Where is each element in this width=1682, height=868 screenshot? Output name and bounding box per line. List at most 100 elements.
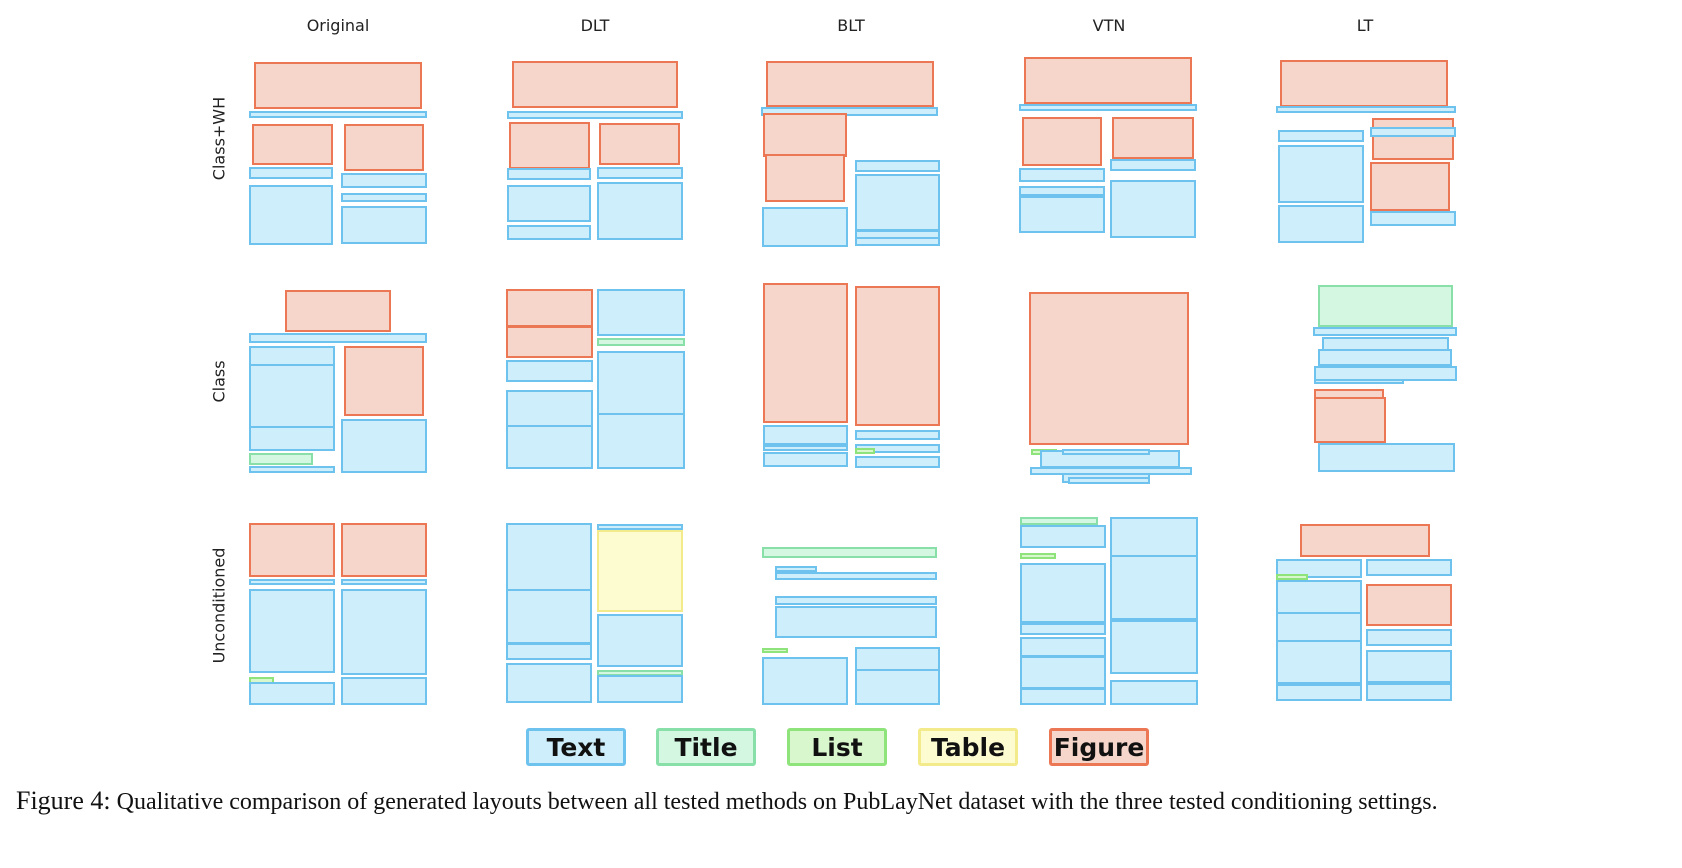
figure-box bbox=[249, 523, 335, 577]
text-box bbox=[1366, 559, 1452, 576]
text-box bbox=[341, 589, 427, 675]
figure-box bbox=[763, 283, 848, 423]
legend-text: Text bbox=[526, 728, 626, 766]
text-box bbox=[1019, 196, 1105, 233]
text-box bbox=[1020, 563, 1106, 623]
text-box bbox=[1318, 443, 1455, 472]
text-box bbox=[506, 425, 593, 469]
figure-box bbox=[765, 154, 845, 202]
text-box bbox=[1110, 517, 1198, 557]
text-box bbox=[506, 643, 592, 660]
text-box bbox=[762, 657, 848, 705]
text-box bbox=[1366, 629, 1452, 646]
text-box bbox=[1019, 186, 1105, 196]
text-box bbox=[1278, 145, 1364, 203]
text-box bbox=[1318, 349, 1452, 366]
figure-box bbox=[1314, 397, 1386, 443]
text-box bbox=[855, 237, 940, 246]
text-box bbox=[1068, 477, 1150, 484]
figure-box bbox=[855, 286, 940, 426]
title-box bbox=[1318, 285, 1453, 327]
text-box bbox=[506, 523, 592, 591]
text-box bbox=[507, 225, 591, 240]
text-box bbox=[1276, 640, 1362, 684]
figure-box bbox=[254, 62, 422, 109]
text-box bbox=[506, 589, 592, 644]
figure-box bbox=[344, 124, 424, 171]
text-box bbox=[597, 182, 683, 240]
text-box bbox=[341, 193, 427, 202]
column-title-blt: BLT bbox=[837, 16, 865, 35]
figure-caption: Figure 4: Qualitative comparison of gene… bbox=[16, 784, 1676, 819]
list-box bbox=[1020, 553, 1056, 559]
text-box bbox=[249, 111, 427, 118]
text-box bbox=[597, 614, 683, 667]
text-box bbox=[249, 426, 335, 451]
text-box bbox=[341, 579, 427, 585]
text-box bbox=[1370, 211, 1456, 226]
text-box bbox=[1366, 683, 1452, 701]
text-box bbox=[506, 390, 593, 428]
legend-list: List bbox=[787, 728, 887, 766]
text-box bbox=[855, 430, 940, 440]
text-box bbox=[1278, 205, 1364, 243]
table-box bbox=[597, 530, 683, 612]
text-box bbox=[249, 466, 335, 473]
text-box bbox=[1314, 379, 1404, 384]
text-box bbox=[507, 185, 591, 222]
text-box bbox=[855, 456, 940, 468]
text-box bbox=[1019, 104, 1197, 111]
figure-box bbox=[341, 523, 427, 577]
text-box bbox=[1020, 623, 1106, 635]
figure-box bbox=[285, 290, 391, 332]
text-box bbox=[249, 346, 335, 366]
text-box bbox=[1020, 525, 1106, 548]
text-box bbox=[1370, 127, 1456, 137]
text-box bbox=[855, 160, 940, 172]
text-box bbox=[341, 206, 427, 244]
list-box bbox=[1276, 574, 1308, 580]
text-box bbox=[775, 606, 937, 638]
text-box bbox=[1278, 130, 1364, 142]
title-box bbox=[597, 338, 685, 346]
text-box bbox=[761, 107, 938, 116]
text-box bbox=[341, 173, 427, 188]
text-box bbox=[775, 596, 937, 605]
text-box bbox=[775, 566, 817, 572]
text-box bbox=[1110, 159, 1196, 171]
text-box bbox=[1110, 555, 1198, 620]
text-box bbox=[507, 111, 683, 119]
column-title-vtn: VTN bbox=[1092, 16, 1126, 35]
figure-box bbox=[1372, 118, 1454, 160]
text-box bbox=[1276, 684, 1362, 701]
text-box bbox=[1313, 327, 1457, 336]
figure-box bbox=[1366, 584, 1452, 626]
text-box bbox=[597, 675, 683, 703]
text-box bbox=[249, 333, 427, 343]
text-box bbox=[1366, 650, 1452, 683]
legend-table: Table bbox=[918, 728, 1018, 766]
column-title-lt: LT bbox=[1356, 16, 1374, 35]
text-box bbox=[249, 682, 335, 705]
figure-box bbox=[766, 61, 934, 107]
text-box bbox=[1276, 612, 1362, 642]
text-box bbox=[1019, 168, 1105, 182]
figure-box bbox=[506, 289, 593, 327]
figure-box bbox=[1280, 60, 1448, 107]
text-box bbox=[597, 413, 685, 469]
text-box bbox=[1276, 559, 1362, 578]
text-box bbox=[1062, 449, 1150, 455]
text-box bbox=[597, 167, 683, 179]
figure-box bbox=[509, 122, 590, 169]
row-title-class: Class bbox=[209, 360, 229, 403]
text-box bbox=[597, 524, 683, 530]
list-box bbox=[762, 648, 788, 653]
figure-box bbox=[1300, 524, 1430, 557]
text-box bbox=[249, 167, 333, 179]
text-box bbox=[597, 351, 685, 417]
title-box bbox=[249, 453, 313, 465]
text-box bbox=[762, 207, 848, 247]
list-box bbox=[855, 448, 875, 454]
column-title-original: Original bbox=[306, 16, 370, 35]
